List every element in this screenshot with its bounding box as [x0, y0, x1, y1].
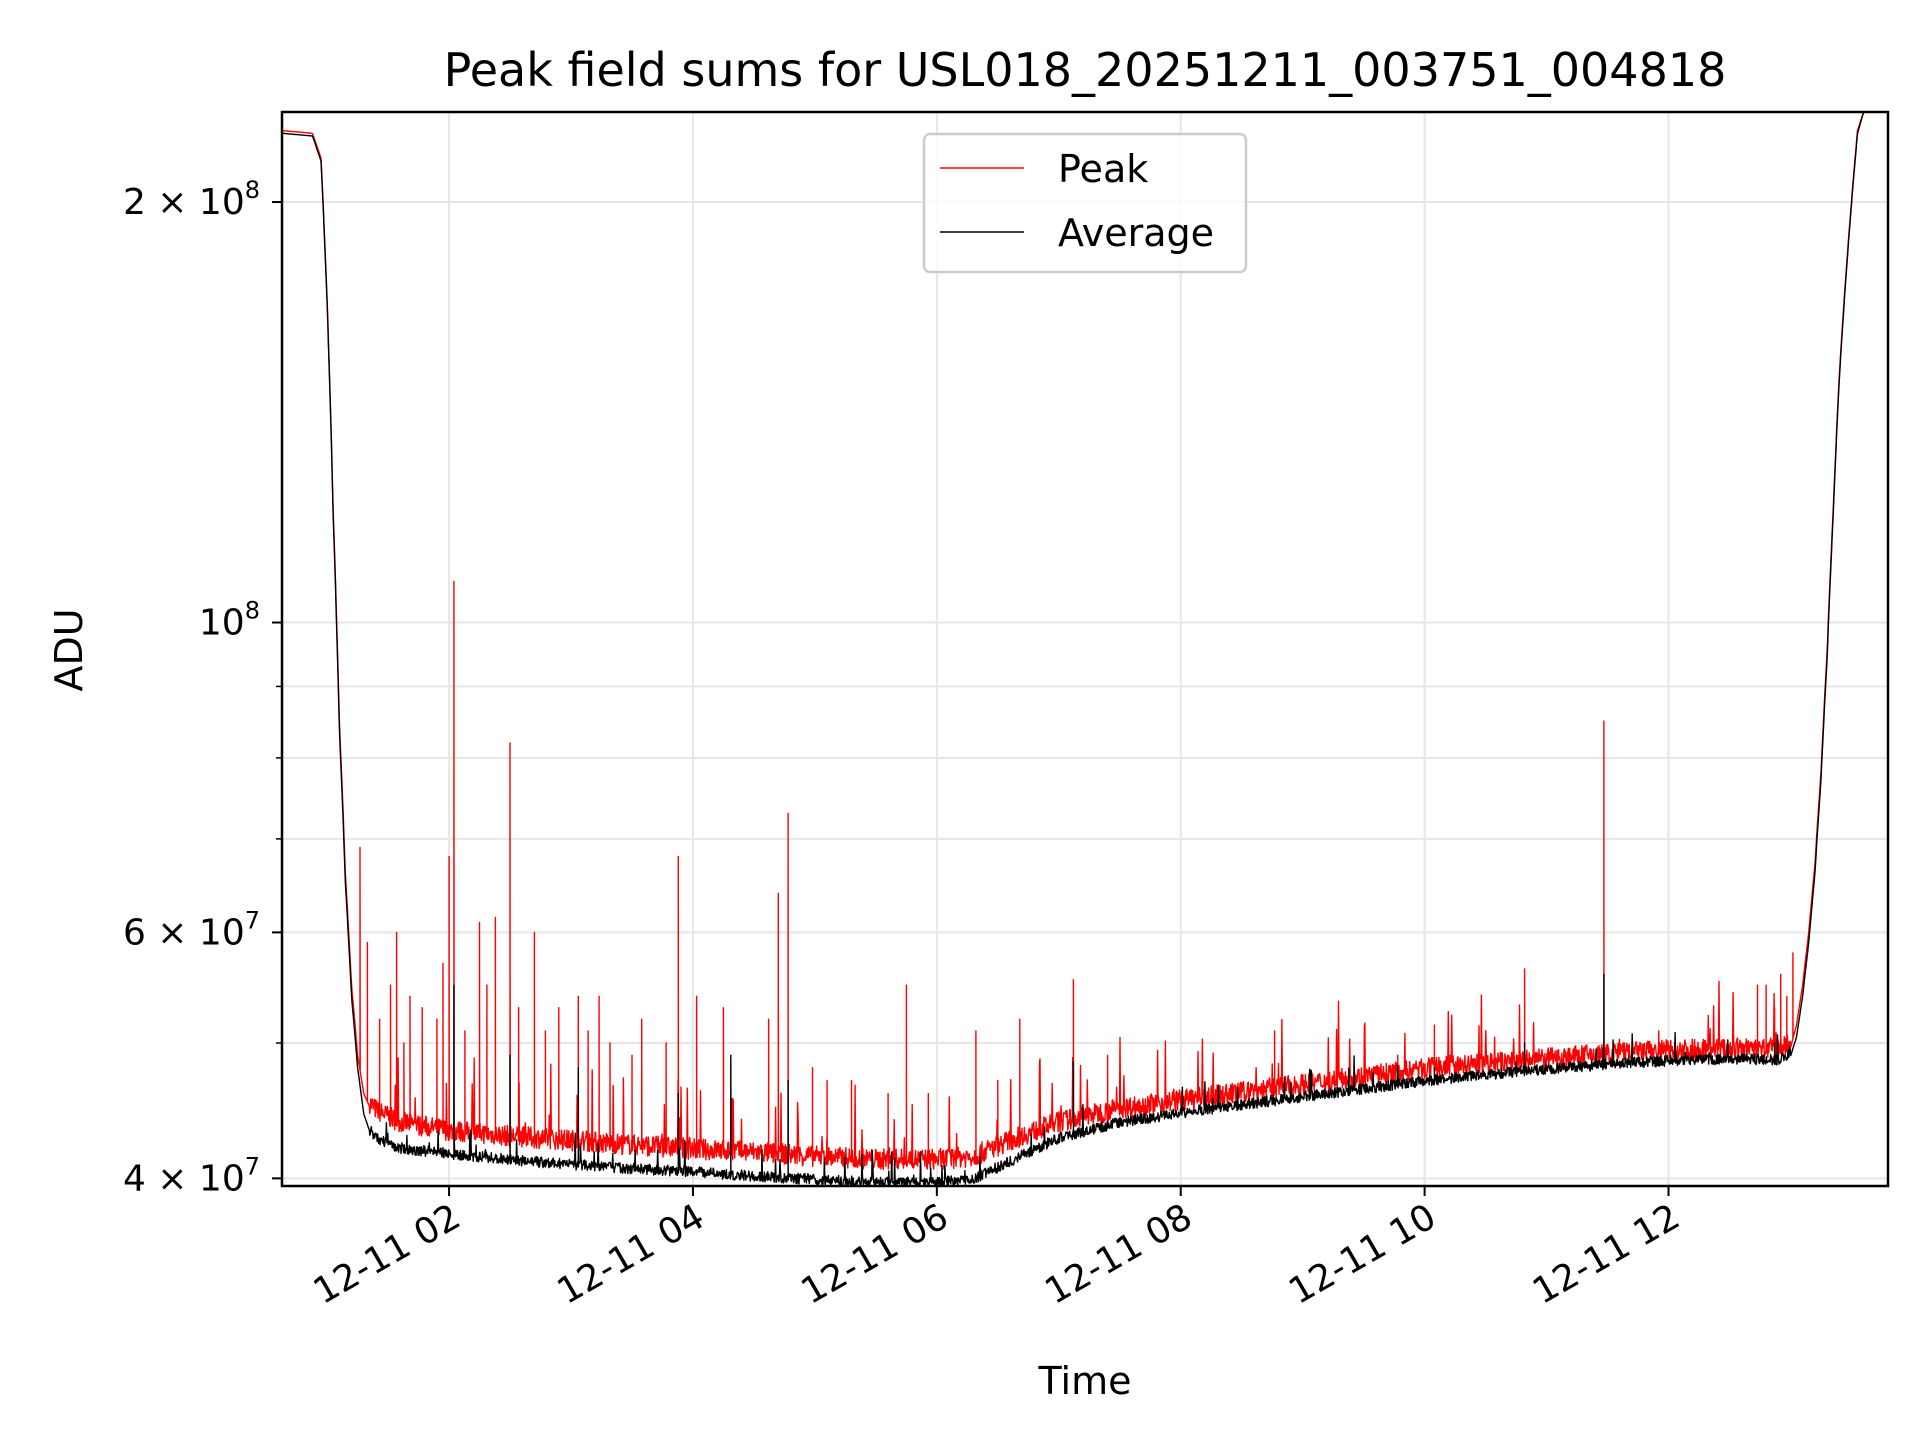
x-axis-label: Time: [1038, 1359, 1132, 1403]
y-tick-label: 108: [199, 597, 260, 644]
series-line-peak: [281, 111, 1888, 1170]
y-tick-label: 2 × 108: [123, 176, 260, 223]
plot-frame: [280, 110, 1890, 1188]
series-layer: [281, 111, 1888, 1187]
y-tick-label: 4 × 107: [123, 1152, 260, 1199]
y-axis-label: ADU: [47, 608, 91, 691]
legend-label-peak: Peak: [1058, 147, 1148, 191]
legend: Peak Average: [922, 132, 1248, 274]
chart-title: Peak field sums for USL018_20251211_0037…: [444, 43, 1727, 97]
legend-label-average: Average: [1058, 211, 1214, 255]
y-tick-label: 6 × 107: [123, 906, 260, 953]
series-line-average: [281, 111, 1888, 1187]
